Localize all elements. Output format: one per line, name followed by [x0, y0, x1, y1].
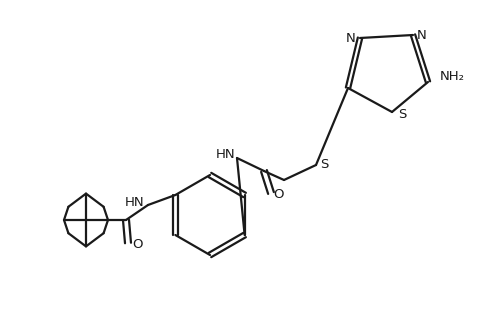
Text: O: O [273, 188, 284, 201]
Text: NH₂: NH₂ [439, 70, 464, 83]
Text: S: S [319, 158, 327, 171]
Text: O: O [132, 239, 143, 252]
Text: S: S [397, 108, 405, 121]
Text: N: N [346, 32, 355, 44]
Text: HN: HN [125, 197, 144, 210]
Text: N: N [416, 28, 426, 41]
Text: HN: HN [216, 149, 235, 162]
